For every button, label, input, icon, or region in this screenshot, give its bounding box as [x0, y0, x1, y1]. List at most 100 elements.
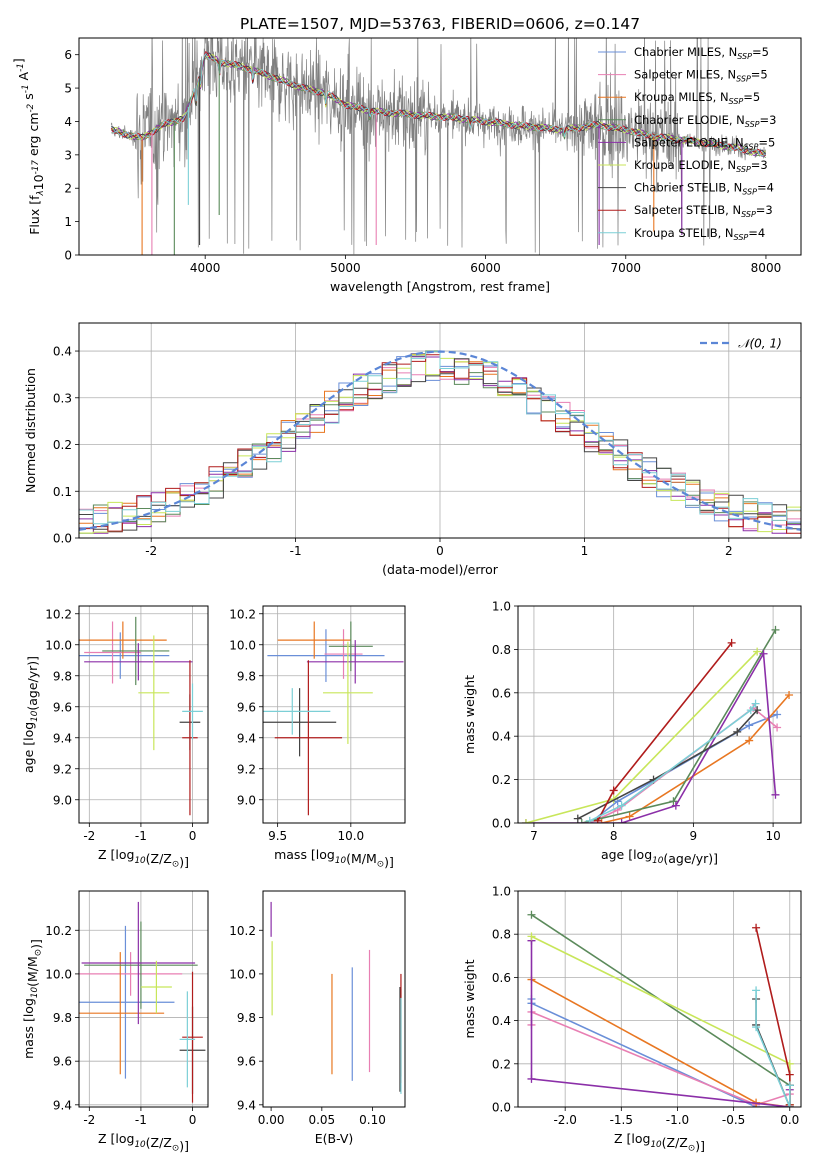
weight-marker — [669, 797, 678, 806]
x-tick-label: 0 — [189, 1113, 197, 1127]
weight-series-line — [589, 703, 757, 822]
y-tick-label: 0.4 — [53, 345, 72, 359]
y-tick-label: 0 — [64, 249, 72, 263]
axes-spectrum: 4000 5000 6000 7000 8000 0 1 2 3 4 5 6 wavelength [A… — [11, 37, 802, 294]
axes-frame — [78, 605, 209, 824]
y-tick-label: 9.6 — [237, 700, 256, 714]
plot-area — [110, 38, 767, 255]
x-axis-label: E(B-V) — [315, 1131, 354, 1146]
x-tick-label: -1 — [135, 829, 147, 843]
x-tick-label: -1 — [290, 544, 302, 558]
weight-marker — [671, 801, 680, 810]
x-tick-label: -2 — [83, 829, 95, 843]
x-tick-label: 1 — [581, 544, 589, 558]
y-tick-label: 9.8 — [237, 669, 256, 683]
y-axis-label: mass [log10(M/M⊙)] — [21, 939, 44, 1059]
y-tick-label: 9.6 — [237, 1055, 256, 1069]
y-tick-label: 10.2 — [45, 607, 72, 621]
x-tick-label: -2.0 — [553, 1113, 576, 1127]
y-tick-label: 9.6 — [53, 1055, 72, 1069]
plot-area — [527, 910, 794, 1107]
legend-label: Salpeter ELODIE, NSSP=5 — [634, 135, 775, 151]
y-tick-label: 0.2 — [53, 438, 72, 452]
x-tick-label: -1 — [135, 1113, 147, 1127]
y-tick-label: 10.0 — [45, 638, 72, 652]
y-tick-label: 6 — [64, 48, 72, 62]
weight-marker — [727, 638, 736, 647]
weight-marker — [753, 647, 762, 656]
y-tick-label: 10.2 — [229, 607, 256, 621]
weight-marker — [785, 690, 794, 699]
legend-label: 𝒩(0, 1) — [738, 337, 782, 351]
legend-label: Salpeter STELIB, NSSP=3 — [634, 203, 773, 219]
x-tick-label: 9.5 — [268, 829, 287, 843]
x-tick-label: 0 — [436, 544, 444, 558]
axes-residuals: -2 -1 0 1 2 0.0 0.1 0.2 0.3 0.4 (data-model)/error… — [23, 322, 802, 577]
y-tick-label: 3 — [64, 148, 72, 162]
x-tick-label: 7 — [530, 829, 538, 843]
weight-series-line — [530, 940, 791, 1107]
weight-marker — [751, 699, 760, 708]
axes-frame — [262, 890, 406, 1108]
axes-mass-vs-Z: -2 -1 0 9.4 9.6 9.8 10.0 10.2 Z [log10(Z/Z⊙)] mas… — [21, 890, 209, 1154]
plot-area — [79, 350, 801, 538]
y-tick-label: 9.2 — [237, 762, 256, 776]
weight-series-line — [577, 709, 758, 820]
weight-marker — [617, 801, 626, 810]
weight-marker — [521, 819, 530, 823]
figure-title: PLATE=1507, MJD=53763, FIBERID=0606, z=0… — [240, 15, 640, 33]
weight-series-line — [755, 927, 791, 1105]
axes-age-vs-mass: 9.5 10.0 9.0 9.2 9.4 9.6 9.8 10.0 10.2 mass [log1… — [229, 605, 406, 870]
y-tick-label: 5 — [64, 82, 72, 96]
weight-marker — [773, 723, 782, 732]
x-tick-label: 5000 — [330, 261, 361, 275]
legend-label: Chabrier MILES, NSSP=5 — [634, 45, 769, 61]
x-axis-label: Z [log10(Z/Z⊙)] — [98, 1131, 189, 1154]
y-tick-label: 0.0 — [53, 532, 72, 546]
y-tick-label: 10.0 — [229, 967, 256, 981]
x-tick-label: 4000 — [190, 261, 221, 275]
y-tick-label: 9.4 — [53, 731, 72, 745]
x-tick-label: -0.5 — [722, 1113, 745, 1127]
x-tick-label: 7000 — [610, 261, 641, 275]
y-tick-label: 9.8 — [53, 669, 72, 683]
normal-reference-curve — [79, 350, 801, 531]
plot-area — [79, 616, 203, 816]
legend-label: Kroupa STELIB, NSSP=4 — [634, 226, 765, 242]
axes-age-vs-Z: -2 -1 0 9.0 9.2 9.4 9.6 9.8 10.0 10.2 Z [log10(Z/Z… — [21, 605, 209, 870]
y-tick-label: 9.6 — [53, 700, 72, 714]
legend-label: Chabrier ELODIE, NSSP=3 — [634, 113, 776, 129]
x-tick-label: 0 — [189, 829, 197, 843]
y-tick-label: 9.0 — [53, 793, 72, 807]
x-axis-label: Z [log10(Z/Z⊙)] — [98, 847, 189, 870]
x-tick-label: -1.0 — [666, 1113, 689, 1127]
plot-area — [521, 625, 794, 823]
x-axis-label: wavelength [Angstrom, rest frame] — [330, 279, 550, 294]
y-tick-label: 4 — [64, 115, 72, 129]
weight-marker — [527, 910, 536, 919]
weight-series-line — [531, 914, 791, 1105]
y-tick-label: 0.2 — [492, 773, 511, 787]
axes-frame — [78, 37, 802, 256]
y-tick-label: 9.2 — [53, 762, 72, 776]
axes-frame — [517, 605, 802, 824]
spectrum-legend: Chabrier MILES, NSSP=5 Salpeter MILES, NS… — [598, 45, 776, 242]
weight-marker — [745, 721, 754, 730]
y-tick-label: 1.0 — [492, 600, 511, 614]
y-tick-label: 1 — [64, 215, 72, 229]
y-tick-label: 10.2 — [45, 924, 72, 938]
x-tick-label: -1.5 — [610, 1113, 633, 1127]
y-tick-label: 9.4 — [237, 1098, 256, 1112]
weight-marker — [577, 819, 586, 823]
y-tick-label: 0.4 — [492, 1014, 511, 1028]
y-tick-label: 0.6 — [492, 971, 511, 985]
y-tick-label: 0.1 — [53, 485, 72, 499]
weight-marker — [617, 819, 626, 823]
x-tick-label: 10 — [765, 829, 780, 843]
x-axis-label: (data-model)/error — [382, 562, 499, 577]
weight-marker — [785, 1103, 794, 1107]
weight-marker — [527, 1074, 536, 1083]
y-tick-label: 0.2 — [492, 1057, 511, 1071]
x-tick-label: 2 — [725, 544, 733, 558]
y-tick-label: 1.0 — [492, 885, 511, 899]
